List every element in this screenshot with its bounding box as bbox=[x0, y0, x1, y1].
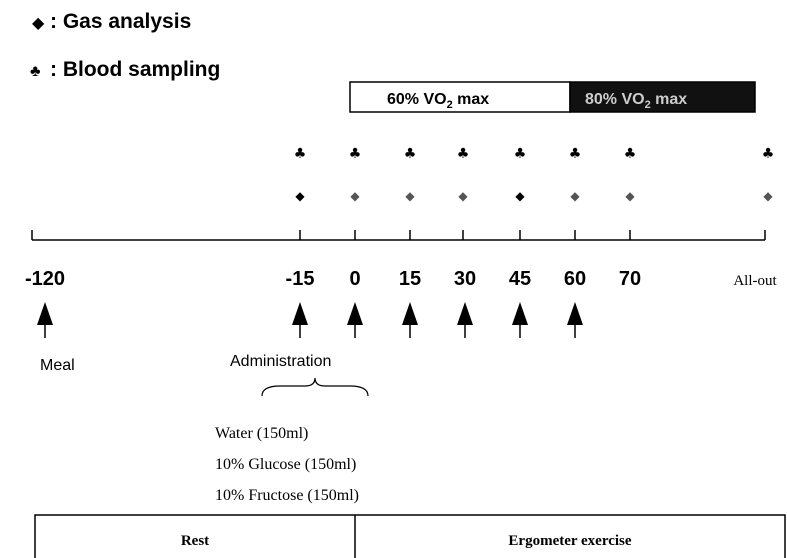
drink: 10% Fructose (150ml) bbox=[215, 487, 359, 504]
arrow bbox=[567, 302, 583, 325]
event-label: Meal bbox=[40, 357, 75, 374]
arrow bbox=[457, 302, 473, 325]
intensity-box bbox=[349, 81, 571, 113]
blood-symbol: ♣ bbox=[569, 146, 582, 162]
intensity-label: 60% VO2 max bbox=[387, 91, 489, 111]
legend-label: : Gas analysis bbox=[50, 10, 191, 33]
arrow bbox=[347, 302, 363, 325]
gas-symbol: ◆ bbox=[625, 189, 635, 203]
legend-label: : Blood sampling bbox=[50, 58, 220, 81]
blood-symbol: ♣ bbox=[349, 146, 362, 162]
arrow bbox=[402, 302, 418, 325]
arrow bbox=[512, 302, 528, 325]
phase-label: Rest bbox=[181, 533, 209, 549]
time-label: 60 bbox=[564, 268, 586, 290]
time-label: 0 bbox=[349, 268, 360, 290]
gas-symbol: ◆ bbox=[350, 189, 360, 203]
gas-symbol: ◆ bbox=[405, 189, 415, 203]
intensity-label: 80% VO2 max bbox=[585, 91, 687, 111]
time-label: 70 bbox=[619, 268, 641, 290]
drink: Water (150ml) bbox=[215, 425, 308, 442]
gas-symbol: ◆ bbox=[570, 189, 580, 203]
phase-table bbox=[34, 514, 786, 558]
phase-label: Ergometer exercise bbox=[508, 533, 631, 549]
blood-symbol: ♣ bbox=[762, 146, 775, 162]
timeline-marks: ♣ ◆ ♣ ◆ ♣ ◆ ♣ ◆ ♣ ◆ ♣ ◆ ♣ ◆ ♣ ◆ -120 -15 0 15 30 45 60 70 All-ou… bbox=[25, 146, 777, 338]
legend-symbol: ♣ bbox=[30, 63, 41, 80]
gas-symbol: ◆ bbox=[458, 189, 468, 203]
gas-symbol: ◆ bbox=[515, 189, 525, 203]
gas-symbol: ◆ bbox=[295, 189, 305, 203]
brace bbox=[261, 377, 369, 397]
intensity-box bbox=[569, 81, 756, 113]
time-label: -15 bbox=[286, 268, 315, 290]
time-label: -120 bbox=[25, 268, 65, 290]
blood-symbol: ♣ bbox=[404, 146, 417, 162]
legend-symbol: ◆ bbox=[32, 15, 45, 32]
blood-symbol: ♣ bbox=[624, 146, 637, 162]
gas-symbol: ◆ bbox=[763, 189, 773, 203]
time-label: 45 bbox=[509, 268, 531, 290]
blood-symbol: ♣ bbox=[514, 146, 527, 162]
blood-symbol: ♣ bbox=[457, 146, 470, 162]
blood-symbol: ♣ bbox=[294, 146, 307, 162]
drink: 10% Glucose (150ml) bbox=[215, 456, 356, 473]
event-label: Administration bbox=[230, 353, 331, 370]
time-label: 30 bbox=[454, 268, 476, 290]
arrow bbox=[37, 302, 53, 325]
arrow bbox=[292, 302, 308, 325]
time-label: All-out bbox=[733, 273, 777, 289]
time-label: 15 bbox=[399, 268, 421, 290]
